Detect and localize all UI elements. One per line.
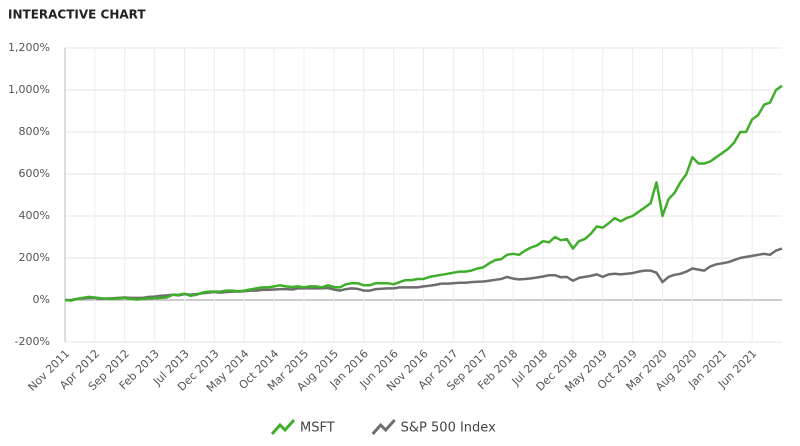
y-tick-label: 0%: [33, 293, 50, 306]
legend-label: S&P 500 Index: [401, 421, 496, 436]
legend-icon: [270, 418, 296, 435]
series-line: [64, 84, 783, 302]
y-tick-label: 200%: [19, 251, 50, 264]
chart-title: INTERACTIVE CHART: [8, 8, 146, 22]
legend-label: MSFT: [300, 421, 335, 436]
y-tick-label: 600%: [19, 167, 50, 180]
legend-icon: [371, 418, 396, 435]
y-tick-label: 1,000%: [8, 83, 50, 96]
y-tick-label: 1,200%: [8, 41, 50, 54]
y-tick-label: -200%: [15, 335, 50, 348]
y-tick-label: 800%: [19, 125, 50, 138]
y-tick-label: 400%: [19, 209, 50, 222]
